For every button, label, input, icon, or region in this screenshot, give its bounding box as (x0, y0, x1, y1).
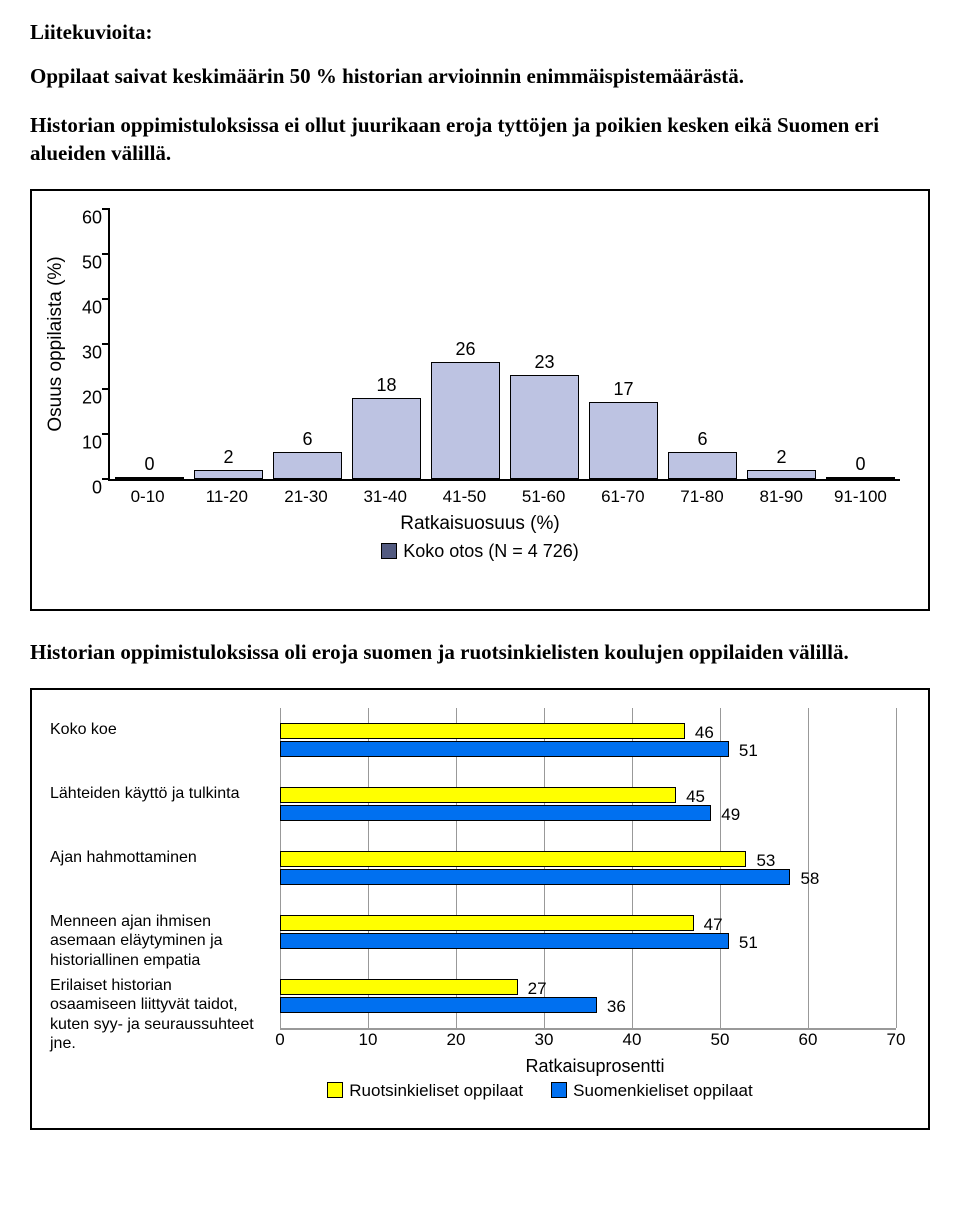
comparison-category-label: Ajan hahmottaminen (50, 848, 260, 867)
comparison-category-label: Lähteiden käyttö ja tulkinta (50, 784, 260, 803)
comparison-plot-area: Koko koe4651Lähteiden käyttö ja tulkinta… (280, 708, 896, 1030)
histogram-ytick: 50 (66, 252, 102, 273)
comparison-bar-value: 47 (704, 915, 723, 935)
histogram-ytick: 60 (66, 207, 102, 228)
comparison-bar-value: 51 (739, 933, 758, 953)
histogram-xticks: 0-1011-2021-3031-4041-5051-6061-7071-808… (108, 487, 900, 507)
legend-swatch-icon (327, 1082, 343, 1098)
histogram-xtick: 11-20 (187, 487, 266, 507)
comparison-xtick: 60 (799, 1030, 818, 1050)
comparison-bar: 47 (280, 915, 694, 931)
histogram-bar-value: 17 (613, 379, 633, 400)
comparison-category-label: Erilaiset historian osaamiseen liittyvät… (50, 976, 260, 1053)
comparison-bar: 51 (280, 741, 729, 757)
histogram-bar-value: 26 (455, 339, 475, 360)
histogram-xtick: 41-50 (425, 487, 504, 507)
histogram-legend: Koko otos (N = 4 726) (50, 541, 910, 562)
comparison-xtick: 40 (623, 1030, 642, 1050)
histogram-ytick: 40 (66, 297, 102, 318)
page-heading: Liitekuvioita: (30, 20, 930, 45)
histogram-bar-value: 6 (697, 429, 707, 450)
histogram-ytick: 10 (66, 432, 102, 453)
comparison-legend-item: Ruotsinkieliset oppilaat (327, 1081, 523, 1101)
comparison-bar-value: 51 (739, 741, 758, 761)
histogram-bar: 6 (663, 209, 742, 479)
comparison-bar-value: 58 (800, 869, 819, 889)
comparison-bar: 49 (280, 805, 711, 821)
comparison-xlabel: Ratkaisuprosentti (280, 1056, 910, 1077)
comparison-bar: 58 (280, 869, 790, 885)
comparison-bar: 45 (280, 787, 676, 803)
comparison-bar: 36 (280, 997, 597, 1013)
histogram-bar: 17 (584, 209, 663, 479)
comparison-xtick: 10 (359, 1030, 378, 1050)
histogram-bar: 6 (268, 209, 347, 479)
comparison-bar: 27 (280, 979, 518, 995)
comparison-xtick: 70 (887, 1030, 906, 1050)
comparison-legend-label: Ruotsinkieliset oppilaat (349, 1081, 523, 1100)
comparison-xtick: 0 (275, 1030, 284, 1050)
histogram-chart: Osuus oppilaista (%) 02618262317620 0102… (30, 189, 930, 611)
histogram-xtick: 31-40 (346, 487, 425, 507)
histogram-legend-label: Koko otos (N = 4 726) (403, 541, 579, 561)
legend-swatch-icon (381, 543, 397, 559)
comparison-category-label: Menneen ajan ihmisen asemaan eläytyminen… (50, 912, 260, 970)
comparison-bar-value: 46 (695, 723, 714, 743)
intro-paragraph-3: Historian oppimistuloksissa oli eroja su… (30, 639, 930, 666)
comparison-legend-label: Suomenkieliset oppilaat (573, 1081, 753, 1100)
histogram-bar-value: 0 (855, 454, 865, 475)
comparison-bar: 53 (280, 851, 746, 867)
comparison-bar-value: 27 (528, 979, 547, 999)
comparison-chart: Koko koe4651Lähteiden käyttö ja tulkinta… (30, 688, 930, 1130)
histogram-bar: 2 (189, 209, 268, 479)
histogram-xtick: 81-90 (742, 487, 821, 507)
histogram-xtick: 51-60 (504, 487, 583, 507)
histogram-xtick: 91-100 (821, 487, 900, 507)
comparison-category-label: Koko koe (50, 720, 260, 739)
comparison-bar: 46 (280, 723, 685, 739)
histogram-bar-value: 6 (302, 429, 312, 450)
histogram-ytick: 0 (66, 477, 102, 498)
legend-swatch-icon (551, 1082, 567, 1098)
histogram-bar: 18 (347, 209, 426, 479)
histogram-xtick: 0-10 (108, 487, 187, 507)
comparison-bar-value: 36 (607, 997, 626, 1017)
histogram-bar: 23 (505, 209, 584, 479)
histogram-ytick: 20 (66, 387, 102, 408)
histogram-plot-area: Osuus oppilaista (%) 02618262317620 0102… (108, 209, 900, 481)
histogram-ytick: 30 (66, 342, 102, 363)
comparison-bar-value: 45 (686, 787, 705, 807)
intro-paragraph-2: Historian oppimistuloksissa ei ollut juu… (30, 112, 930, 167)
histogram-bar: 26 (426, 209, 505, 479)
histogram-bar-value: 23 (534, 352, 554, 373)
comparison-legend-item: Suomenkieliset oppilaat (551, 1081, 753, 1101)
histogram-xtick: 21-30 (266, 487, 345, 507)
histogram-xlabel: Ratkaisuosuus (%) (50, 513, 910, 535)
histogram-bar: 0 (110, 209, 189, 479)
histogram-xtick: 71-80 (662, 487, 741, 507)
comparison-xtick: 30 (535, 1030, 554, 1050)
comparison-bar-value: 49 (721, 805, 740, 825)
histogram-bar-value: 18 (376, 375, 396, 396)
comparison-xtick: 20 (447, 1030, 466, 1050)
histogram-xtick: 61-70 (583, 487, 662, 507)
histogram-bar: 2 (742, 209, 821, 479)
histogram-ylabel: Osuus oppilaista (%) (45, 256, 67, 431)
comparison-bar-value: 53 (756, 851, 775, 871)
histogram-bar: 0 (821, 209, 900, 479)
histogram-bar-value: 2 (776, 447, 786, 468)
comparison-xtick: 50 (711, 1030, 730, 1050)
intro-paragraph-1: Oppilaat saivat keskimäärin 50 % histori… (30, 63, 930, 90)
comparison-legend: Ruotsinkieliset oppilaat Suomenkieliset o… (170, 1081, 910, 1101)
histogram-bar-value: 0 (144, 454, 154, 475)
histogram-bar-value: 2 (223, 447, 233, 468)
comparison-bar: 51 (280, 933, 729, 949)
